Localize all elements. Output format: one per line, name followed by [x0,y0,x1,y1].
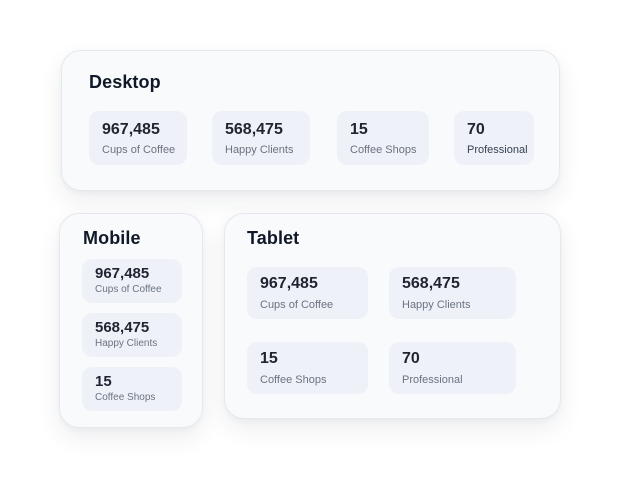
stat-label: Happy Clients [402,299,471,311]
stat-value: 568,475 [402,275,460,292]
stat-value: 967,485 [95,265,150,282]
stat-happy-clients: 568,475 Happy Clients [212,111,310,165]
stat-professional: 70 Professional [389,342,516,394]
mobile-title: Mobile [83,228,141,248]
stat-coffee-shops: 15 Coffee Shops [247,342,368,394]
stat-label: Happy Clients [95,338,158,349]
stat-label: Coffee Shops [260,374,327,386]
stat-coffee-shops: 15 Coffee Shops [337,111,429,165]
stat-value: 15 [350,121,368,138]
stat-happy-clients: 568,475 Happy Clients [82,313,182,357]
tablet-card: Tablet 967,485 Cups of Coffee 568,475 Ha… [224,213,561,419]
stat-label: Coffee Shops [95,392,156,403]
tablet-title: Tablet [247,228,300,248]
stat-coffee-shops: 15 Coffee Shops [82,367,182,411]
stat-label: Professional [402,374,463,386]
stat-label: Cups of Coffee [95,284,162,295]
stat-label: Coffee Shops [350,144,417,156]
stat-value: 15 [95,373,112,390]
stat-value: 967,485 [260,275,318,292]
mobile-card: Mobile 967,485 Cups of Coffee 568,475 Ha… [59,213,203,428]
stat-happy-clients: 568,475 Happy Clients [389,267,516,319]
stat-value: 568,475 [225,121,283,138]
stat-value: 967,485 [102,121,160,138]
stat-value: 568,475 [95,319,150,336]
stat-cups-of-coffee: 967,485 Cups of Coffee [82,259,182,303]
stat-value: 70 [467,121,485,138]
stat-label: Happy Clients [225,144,294,156]
stat-cups-of-coffee: 967,485 Cups of Coffee [247,267,368,319]
desktop-title: Desktop [89,72,161,92]
stat-value: 15 [260,350,278,367]
stat-label: Cups of Coffee [260,299,334,311]
stat-value: 70 [402,350,420,367]
desktop-card: Desktop 967,485 Cups of Coffee 568,475 H… [61,50,560,191]
stat-cups-of-coffee: 967,485 Cups of Coffee [89,111,187,165]
stat-label: Cups of Coffee [102,144,176,156]
stat-professional: 70 Professional [454,111,534,165]
stat-label: Professional [467,144,528,156]
